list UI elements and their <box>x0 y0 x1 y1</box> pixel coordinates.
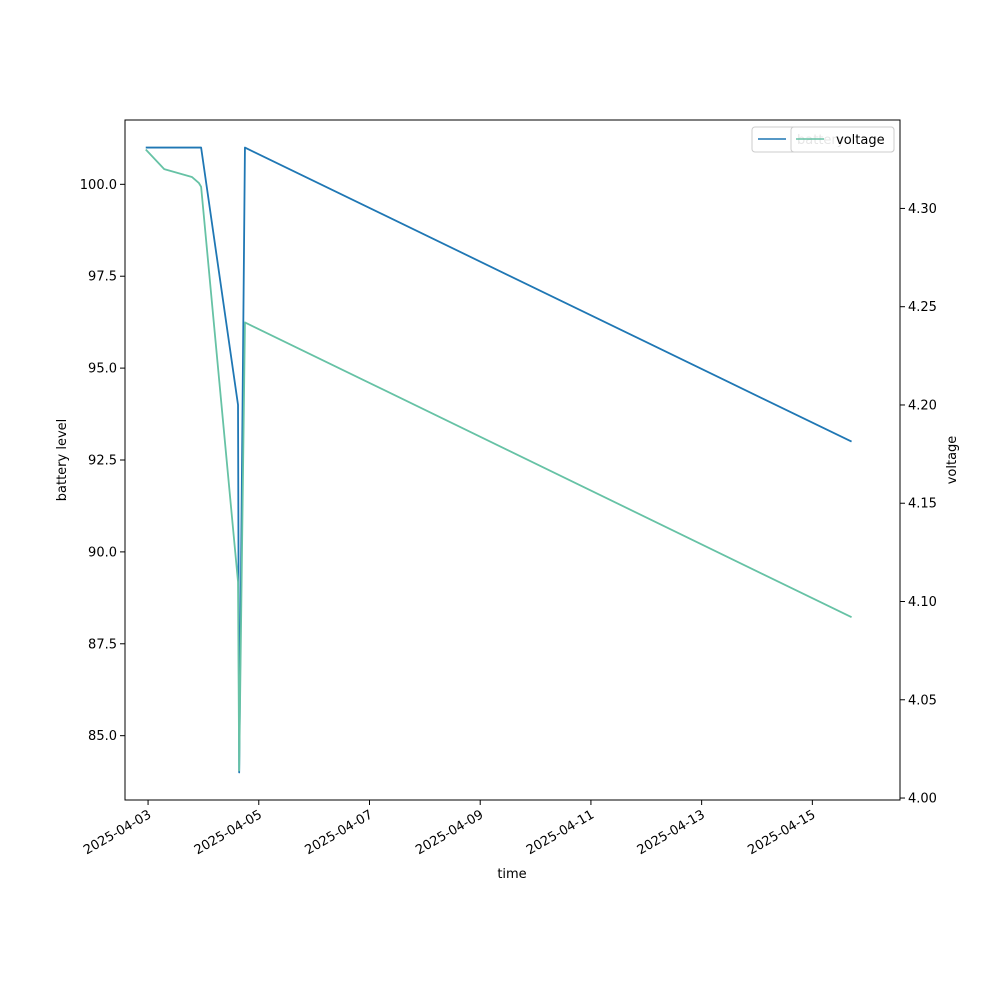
y-right-tick-label: 4.30 <box>908 202 937 217</box>
y-left-tick-label: 97.5 <box>88 270 117 285</box>
y-axis-left-label: battery level <box>55 419 70 502</box>
y-right-tick-label: 4.05 <box>908 693 937 708</box>
x-axis-label: time <box>497 867 526 882</box>
y-left-tick-label: 100.0 <box>80 178 117 193</box>
y-left-tick-label: 95.0 <box>88 362 117 377</box>
y-right-tick-label: 4.00 <box>908 792 937 807</box>
legend-voltage-label: voltage <box>836 133 885 148</box>
y-right-tick-label: 4.10 <box>908 595 937 610</box>
plot-lines <box>145 146 852 774</box>
series-line-voltage <box>145 148 852 772</box>
y-left-tick-label: 90.0 <box>88 545 117 560</box>
y-axis-right-ticks: 4.00 4.05 4.10 4.15 4.20 4.25 4.30 <box>900 202 937 807</box>
y-axis-right-label: voltage <box>945 436 960 485</box>
y-right-tick-label: 4.25 <box>908 300 937 315</box>
y-left-tick-label: 87.5 <box>88 637 117 652</box>
y-left-tick-label: 92.5 <box>88 454 117 469</box>
legend-voltage: voltage <box>790 126 895 153</box>
y-left-tick-label: 85.0 <box>88 729 117 744</box>
y-right-tick-label: 4.20 <box>908 398 937 413</box>
y-right-tick-label: 4.15 <box>908 497 937 512</box>
y-axis-left-ticks: 85.0 87.5 90.0 92.5 95.0 97.5 100.0 <box>80 178 125 744</box>
